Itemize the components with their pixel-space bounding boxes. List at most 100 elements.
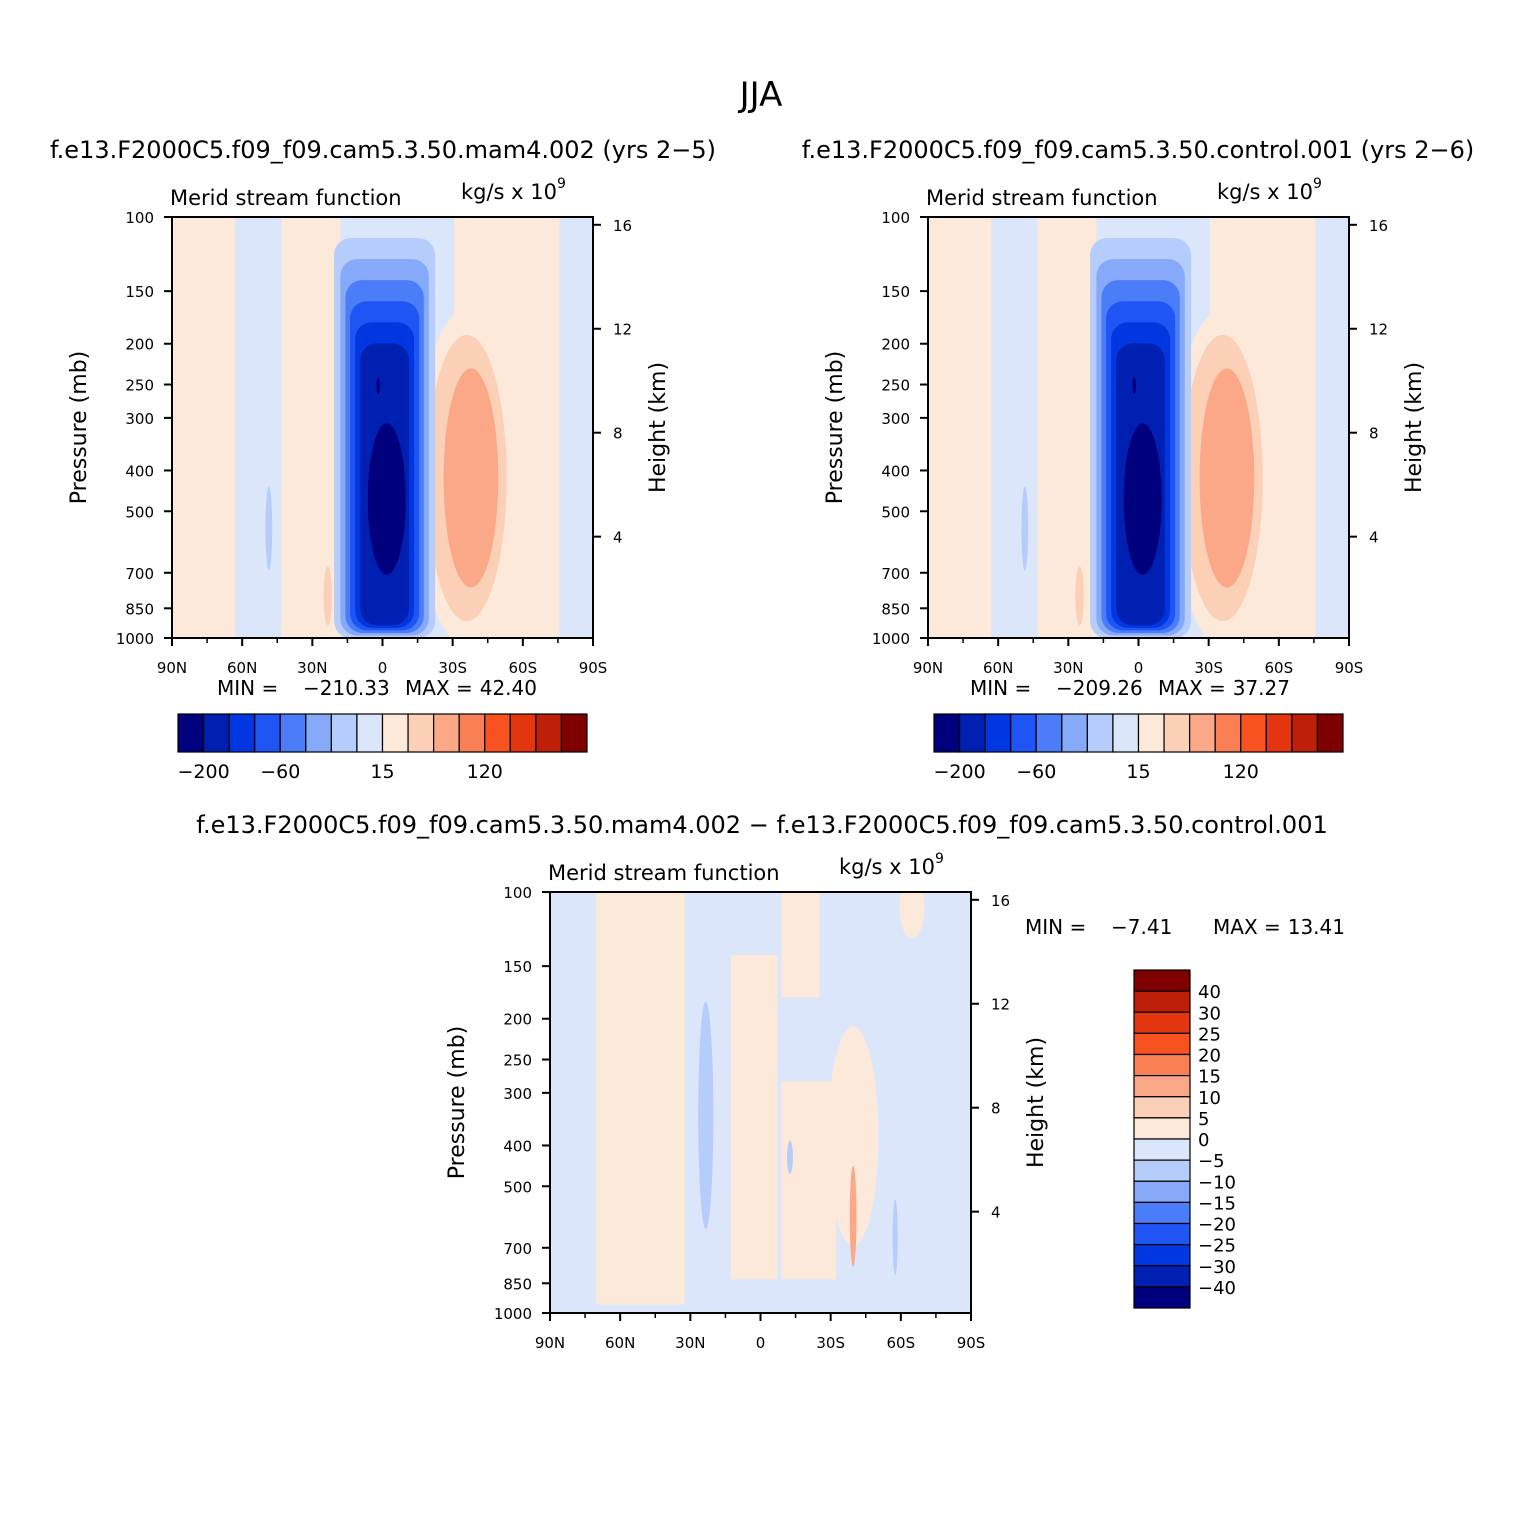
colorbar-label: 25 bbox=[1198, 1024, 1221, 1045]
colorbar-label: 120 bbox=[467, 761, 503, 783]
units-exponent: 9 bbox=[557, 176, 566, 192]
x-tick-label: 30N bbox=[675, 1334, 705, 1352]
units-exponent: 9 bbox=[935, 851, 944, 867]
colorbar-label: 15 bbox=[370, 761, 394, 783]
colorbar-cell bbox=[1133, 1265, 1191, 1288]
contour-fill-band bbox=[277, 217, 341, 638]
panel-title: f.e13.F2000C5.f09_f09.cam5.3.50.control.… bbox=[802, 136, 1475, 164]
y-tick-label: 300 bbox=[125, 410, 154, 428]
min-value: −7.41 bbox=[1111, 915, 1172, 939]
x-tick-label: 90S bbox=[579, 659, 608, 677]
contour-fill-band bbox=[781, 892, 820, 998]
contour-fill-band bbox=[781, 1081, 837, 1280]
hadley-core-fill bbox=[367, 423, 406, 575]
colorbar-cell bbox=[177, 713, 205, 753]
colorbar-cell bbox=[1265, 713, 1293, 753]
colorbar-cell bbox=[1133, 1201, 1191, 1225]
y2-tick-label: 4 bbox=[613, 529, 623, 547]
colorbar-label: −10 bbox=[1198, 1172, 1236, 1193]
y-tick-label: 100 bbox=[881, 209, 910, 227]
contour-fill bbox=[892, 1199, 898, 1276]
units-label: kg/s x 10 bbox=[1217, 180, 1313, 204]
units-label: kg/s x 10 bbox=[461, 180, 557, 204]
plot-area bbox=[172, 217, 593, 638]
colorbar-cell bbox=[1133, 1096, 1191, 1119]
x-tick-label: 60N bbox=[227, 659, 257, 677]
colorbar-cell bbox=[1133, 1117, 1191, 1140]
panel-diff: f.e13.F2000C5.f09_f09.cam5.3.50.mam4.002… bbox=[196, 811, 1345, 1352]
x-tick-label: 60S bbox=[887, 1334, 916, 1352]
colorbar-label: −200 bbox=[933, 761, 985, 783]
colorbar-label: 15 bbox=[1198, 1067, 1221, 1088]
y2-tick-label: 16 bbox=[991, 892, 1010, 910]
colorbar-label: 15 bbox=[1126, 761, 1150, 783]
x-tick-label: 60N bbox=[983, 659, 1013, 677]
variable-label: Merid stream function bbox=[926, 186, 1158, 210]
contour-fill bbox=[265, 486, 273, 571]
hadley-core-fill bbox=[1123, 423, 1162, 575]
colorbar-cell bbox=[279, 713, 307, 753]
y-tick-label: 250 bbox=[503, 1052, 532, 1070]
y2-tick-label: 4 bbox=[991, 1204, 1001, 1222]
colorbar-cell bbox=[1133, 990, 1191, 1013]
y-axis-label: Pressure (mb) bbox=[67, 351, 92, 505]
colorbar-label: 20 bbox=[1198, 1046, 1221, 1067]
colorbar-label: 5 bbox=[1198, 1109, 1209, 1130]
units-exponent: 9 bbox=[1313, 176, 1322, 192]
plot-area bbox=[550, 892, 971, 1313]
contour-fill-band bbox=[596, 892, 685, 1305]
y-axis-label: Pressure (mb) bbox=[823, 351, 848, 505]
y-tick-label: 400 bbox=[503, 1137, 532, 1155]
y2-tick-label: 4 bbox=[1369, 529, 1379, 547]
y-tick-label: 850 bbox=[503, 1275, 532, 1293]
colorbar-cell bbox=[1240, 713, 1267, 753]
contour-fill bbox=[323, 566, 332, 626]
min-value: −210.33 bbox=[303, 676, 390, 700]
contour-fill-band bbox=[239, 217, 282, 638]
x-tick-label: 90N bbox=[535, 1334, 565, 1352]
colorbar-label: 0 bbox=[1198, 1130, 1209, 1151]
colorbar-cell bbox=[1133, 1222, 1191, 1246]
colorbar-cell bbox=[933, 713, 961, 753]
colorbar-label: −200 bbox=[177, 761, 229, 783]
colorbar-cell bbox=[509, 713, 537, 753]
y2-tick-label: 8 bbox=[1369, 425, 1379, 443]
y-tick-label: 200 bbox=[881, 336, 910, 354]
panel-mam4: f.e13.F2000C5.f09_f09.cam5.3.50.mam4.002… bbox=[50, 136, 716, 783]
y2-axis-label: Height (km) bbox=[1024, 1037, 1049, 1168]
max-value: 42.40 bbox=[480, 676, 537, 700]
colorbar-cell bbox=[433, 713, 460, 753]
contour-fill bbox=[1199, 368, 1255, 588]
hadley-core-fill bbox=[1132, 376, 1136, 394]
colorbar-label: −60 bbox=[1016, 761, 1056, 783]
colorbar-cell bbox=[1163, 713, 1191, 753]
y2-tick-label: 16 bbox=[1369, 217, 1388, 235]
colorbar-label: 120 bbox=[1223, 761, 1259, 783]
y-tick-label: 300 bbox=[503, 1085, 532, 1103]
y2-axis-label: Height (km) bbox=[646, 362, 671, 493]
colorbar-cell bbox=[1133, 1159, 1191, 1182]
y-tick-label: 100 bbox=[503, 884, 532, 902]
y-tick-label: 500 bbox=[503, 1178, 532, 1196]
y-tick-label: 100 bbox=[125, 209, 154, 227]
colorbar-cell bbox=[1189, 713, 1216, 753]
y-tick-label: 850 bbox=[881, 600, 910, 618]
contour-fill bbox=[849, 1165, 857, 1267]
colorbar-cell bbox=[1133, 1053, 1191, 1077]
x-tick-label: 0 bbox=[378, 659, 388, 677]
x-tick-label: 30S bbox=[816, 1334, 845, 1352]
panel-control: f.e13.F2000C5.f09_f09.cam5.3.50.control.… bbox=[802, 136, 1475, 783]
y-tick-label: 1000 bbox=[872, 630, 910, 648]
colorbar-cell bbox=[1133, 1180, 1191, 1203]
contour-fill bbox=[443, 368, 499, 588]
y2-tick-label: 12 bbox=[991, 996, 1010, 1014]
colorbar-cell bbox=[1061, 713, 1088, 753]
x-tick-label: 90N bbox=[913, 659, 943, 677]
plot-area bbox=[928, 217, 1349, 638]
colorbar-cell bbox=[958, 713, 986, 753]
colorbar-cell bbox=[407, 713, 435, 753]
y-tick-label: 200 bbox=[125, 336, 154, 354]
y2-axis-label: Height (km) bbox=[1402, 362, 1427, 493]
y-tick-label: 1000 bbox=[116, 630, 154, 648]
